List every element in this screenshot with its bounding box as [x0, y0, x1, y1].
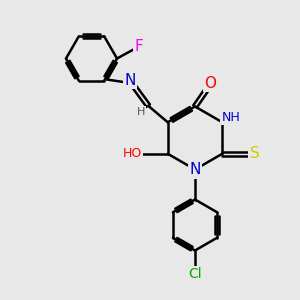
Text: N: N: [189, 162, 201, 177]
Text: NH: NH: [221, 111, 240, 124]
Text: N: N: [124, 73, 136, 88]
Text: HO: HO: [123, 147, 142, 160]
Text: S: S: [250, 146, 259, 161]
Text: O: O: [205, 76, 217, 91]
Text: H: H: [136, 107, 145, 117]
Text: Cl: Cl: [188, 267, 202, 281]
Text: F: F: [134, 39, 143, 54]
